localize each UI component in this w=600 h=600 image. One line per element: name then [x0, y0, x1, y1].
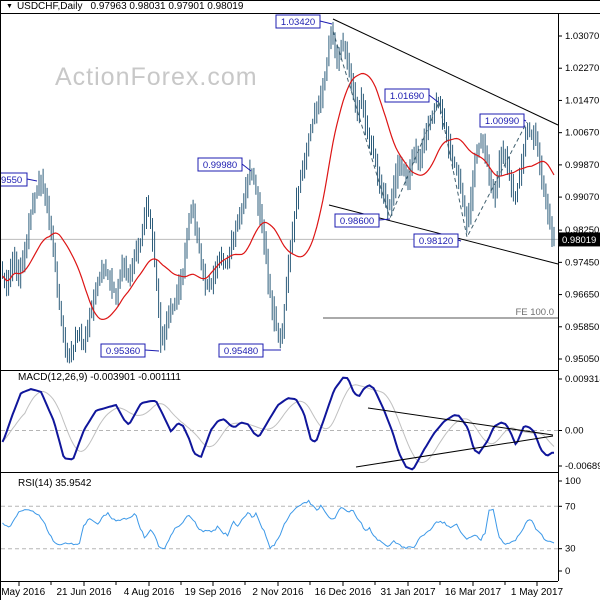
- y-axis-macd[interactable]: 0.009318 0.00 -0.006894: [558, 374, 600, 472]
- y-tick-label: 1.01470: [565, 95, 599, 106]
- x-tick-label: 4 Aug 2016: [124, 587, 175, 598]
- current-price-tag: 0.98019: [558, 232, 600, 247]
- fe-label: FE 100.0: [515, 307, 554, 318]
- price-label[interactable]: 0.95360: [100, 343, 160, 358]
- x-axis-dates[interactable]: 6 May 2016 21 Jun 2016 4 Aug 2016 19 Sep 20…: [1, 582, 564, 598]
- y-tick-label: 0.98250: [565, 225, 599, 236]
- x-tick-label: 16 Mar 2017: [445, 587, 502, 598]
- ohlc-quote-label: 0.97963 0.98031 0.97901 0.98019: [90, 1, 244, 12]
- y-tick-label: 100: [565, 476, 581, 487]
- rsi-line: [2, 499, 555, 550]
- upper-trendline[interactable]: [332, 18, 559, 126]
- svg-text:0.98600: 0.98600: [340, 216, 374, 227]
- y-axis-rsi[interactable]: 100 70 30 0: [558, 476, 581, 577]
- svg-text:0.99980: 0.99980: [203, 160, 237, 171]
- x-tick-label: 6 May 2016: [1, 587, 46, 598]
- y-tick-label: 0.95850: [565, 322, 599, 333]
- moving-average-line[interactable]: [2, 72, 555, 321]
- y-tick-label: 0.009318: [565, 374, 600, 385]
- y-tick-label: 1.03070: [565, 31, 599, 42]
- y-tick-label: -0.006894: [565, 461, 600, 472]
- x-tick-label: 19 Sep 2016: [185, 587, 242, 598]
- x-tick-label: 21 Jun 2016: [56, 587, 111, 598]
- y-tick-label: 0.00: [565, 426, 584, 437]
- x-tick-label: 16 Dec 2016: [315, 587, 372, 598]
- dashed-projection-path[interactable]: [332, 30, 528, 239]
- macd-signal-line: [2, 384, 555, 464]
- price-bars: [2, 21, 555, 364]
- price-label[interactable]: 1.01690: [384, 88, 439, 103]
- macd-trendline-1[interactable]: [367, 407, 554, 436]
- y-axis-main[interactable]: 1.03070 1.02270 1.01470 1.00670 0.99870 0.990…: [558, 31, 599, 365]
- price-label[interactable]: 0.98600: [334, 213, 391, 228]
- macd-trendline-2[interactable]: [355, 435, 554, 468]
- x-tick-label: 1 May 2017: [511, 587, 564, 598]
- y-tick-label: 0: [565, 566, 570, 577]
- price-label[interactable]: 0.99550: [1, 172, 38, 187]
- symbol-timeframe-label: USDCHF,Daily: [16, 1, 83, 12]
- y-tick-label: 1.00670: [565, 128, 599, 139]
- price-label[interactable]: 0.99980: [197, 157, 252, 172]
- y-tick-label: 0.97450: [565, 257, 599, 268]
- svg-text:0.99550: 0.99550: [1, 175, 22, 186]
- rsi-indicator-label: RSI(14) 35.9542: [18, 478, 92, 489]
- macd-indicator-label: MACD(12,26,9) -0.003901 -0.001111: [18, 372, 181, 383]
- y-tick-label: 70: [565, 501, 576, 512]
- svg-text:0.98019: 0.98019: [562, 235, 596, 246]
- svg-text:1.01690: 1.01690: [390, 91, 424, 102]
- svg-text:0.95360: 0.95360: [106, 346, 140, 357]
- y-tick-label: 0.95050: [565, 354, 599, 365]
- y-tick-label: 30: [565, 544, 576, 555]
- title-bar: ▼ USDCHF,Daily 0.97963 0.98031 0.97901 0.9…: [1, 1, 600, 14]
- y-tick-label: 0.99870: [565, 160, 599, 171]
- price-label[interactable]: 0.98120: [413, 233, 462, 248]
- svg-text:1.03420: 1.03420: [281, 17, 315, 28]
- symbol-dropdown-icon[interactable]: ▼: [6, 3, 13, 10]
- y-tick-label: 0.96650: [565, 290, 599, 301]
- x-tick-label: 2 Nov 2016: [252, 587, 304, 598]
- price-label[interactable]: 1.00990: [479, 113, 527, 128]
- y-tick-label: 1.02270: [565, 63, 599, 74]
- y-tick-label: 0.99070: [565, 192, 599, 203]
- fibonacci-expansion-line[interactable]: FE 100.0: [323, 307, 558, 319]
- price-label[interactable]: 0.95480: [218, 343, 281, 358]
- price-label[interactable]: 1.03420: [275, 14, 333, 29]
- svg-text:0.95480: 0.95480: [224, 346, 258, 357]
- macd-main-line: [1, 376, 554, 471]
- x-tick-label: 31 Jan 2017: [380, 587, 435, 598]
- svg-text:1.00990: 1.00990: [485, 116, 519, 127]
- svg-text:0.98120: 0.98120: [419, 236, 453, 247]
